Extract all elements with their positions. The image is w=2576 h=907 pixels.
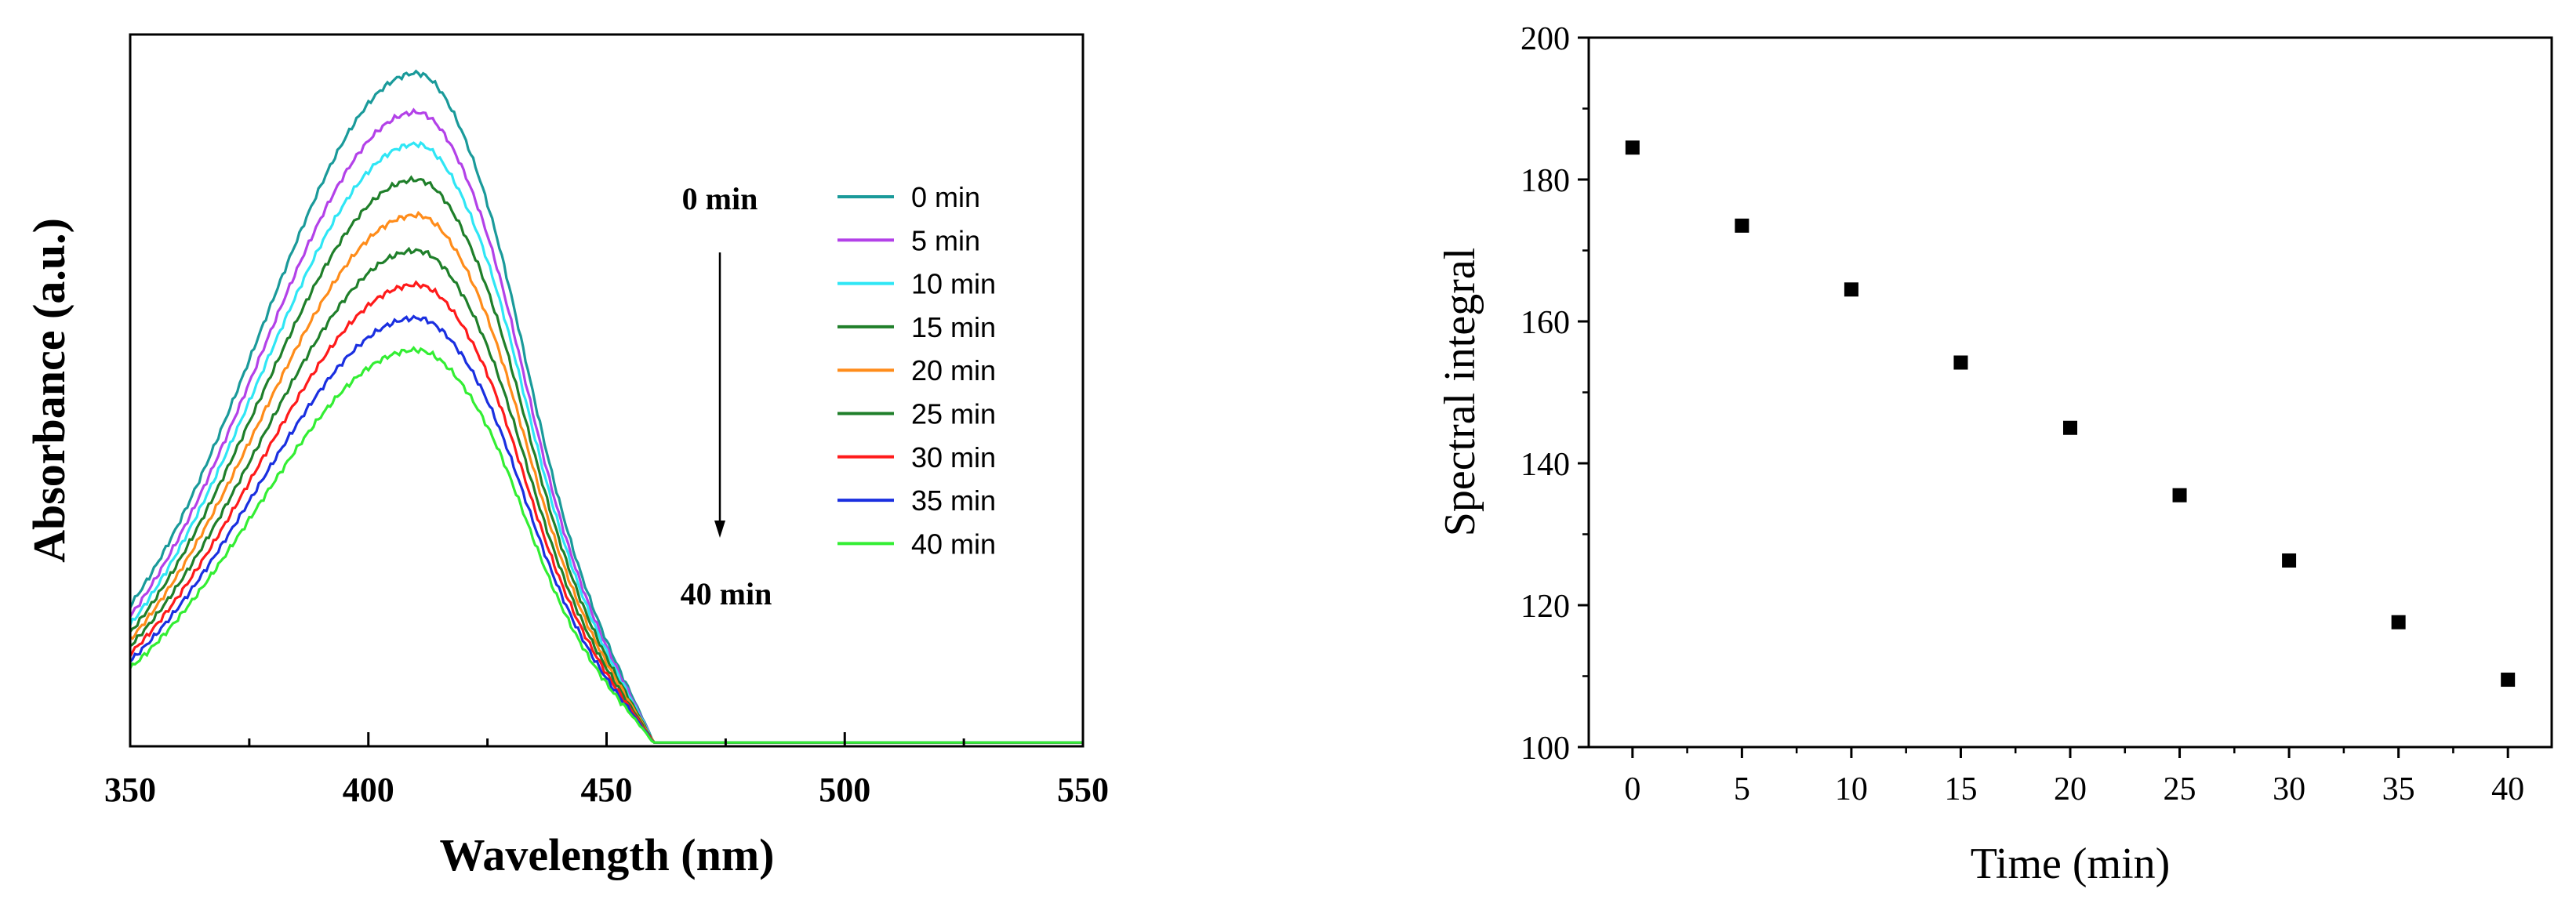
time-axis-label: Time (min) <box>1971 840 2171 888</box>
time-axis-ticks: 0 5 10 15 20 25 30 35 40 <box>1624 747 2524 807</box>
wavelength-tick-label: 500 <box>819 771 870 809</box>
integral-point <box>1735 218 1749 233</box>
integral-axis-ticks: 100 120 140 160 180 200 <box>1521 21 1589 767</box>
annotation-start-time: 0 min <box>682 181 758 216</box>
integral-tick-label: 160 <box>1521 305 1570 341</box>
time-tick-label: 10 <box>1835 771 1868 807</box>
time-tick-label: 30 <box>2273 771 2305 807</box>
legend-label: 20 min <box>911 354 996 386</box>
integral-tick-label: 100 <box>1521 731 1570 767</box>
integral-point <box>2501 673 2516 688</box>
integral-tick-label: 200 <box>1521 21 1570 57</box>
integral-point <box>2391 615 2406 629</box>
legend-label: 35 min <box>911 484 996 517</box>
legend-label: 5 min <box>911 224 980 256</box>
legend-label: 25 min <box>911 398 996 430</box>
integral-tick-label: 120 <box>1521 589 1570 625</box>
time-tick-label: 40 <box>2491 771 2524 807</box>
absorbance-legend: 0 min 5 min 10 min 15 min 20 min 25 min 30 min… <box>837 181 996 560</box>
integral-point <box>2063 420 2077 435</box>
wavelength-tick-label: 400 <box>343 771 394 809</box>
wavelength-tick-label: 450 <box>581 771 633 809</box>
integral-point <box>2282 553 2297 568</box>
legend-label: 15 min <box>911 311 996 343</box>
integral-tick-label: 140 <box>1521 447 1570 483</box>
wavelength-axis-label: Wavelength (nm) <box>440 829 775 880</box>
absorbance-curves <box>129 69 1083 744</box>
legend-label: 0 min <box>911 181 980 213</box>
wavelength-tick-label: 350 <box>104 771 156 809</box>
annotation-arrow-head <box>714 521 725 538</box>
wavelength-axis-tick-labels: 350 400 450 500 550 <box>104 771 1109 809</box>
integral-tick-label: 180 <box>1521 163 1570 199</box>
absorbance-chart: 350 400 450 500 550 Wavelength (nm) Absorban… <box>24 33 1109 880</box>
spectral-integral-chart: 0 5 10 15 20 25 30 35 40 100 120 140 160 180 200 Time… <box>1436 21 2553 888</box>
time-tick-label: 25 <box>2164 771 2196 807</box>
time-tick-label: 35 <box>2382 771 2415 807</box>
time-tick-label: 5 <box>1734 771 1750 807</box>
time-tick-label: 20 <box>2054 771 2087 807</box>
time-tick-label: 15 <box>1944 771 1977 807</box>
integral-point <box>1844 282 1858 297</box>
curve-40-min <box>129 346 1083 744</box>
integral-point <box>1953 355 1968 370</box>
legend-label: 10 min <box>911 268 996 300</box>
legend-label: 40 min <box>911 528 996 560</box>
annotation-end-time: 40 min <box>681 576 772 611</box>
time-tick-label: 0 <box>1624 771 1640 807</box>
integral-point <box>2172 488 2187 502</box>
absorbance-axis-label: Absorbance (a.u.) <box>24 218 74 563</box>
wavelength-tick-label: 550 <box>1057 771 1109 809</box>
integral-axis-label: Spectral integral <box>1436 248 1484 537</box>
integral-points <box>1625 140 2516 688</box>
legend-label: 30 min <box>911 441 996 473</box>
integral-point <box>1625 140 1640 155</box>
integral-plot-frame <box>1587 36 2553 749</box>
wavelength-axis-ticks <box>129 732 1085 746</box>
